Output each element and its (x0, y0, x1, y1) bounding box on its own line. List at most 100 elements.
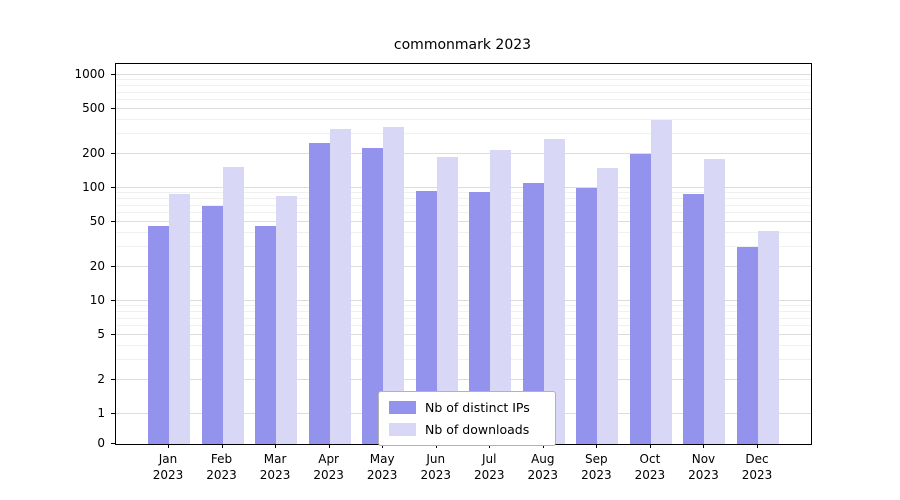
minor-gridline (116, 133, 811, 135)
bar-distinct-ips (576, 188, 598, 444)
x-tick-label: Sep 2023 (581, 452, 612, 482)
x-tick-mark (221, 444, 223, 448)
legend: Nb of distinct IPs Nb of downloads (378, 391, 556, 446)
legend-item-distinct-ips: Nb of distinct IPs (389, 400, 545, 415)
x-tick-label: Jan 2023 (152, 452, 184, 482)
bar-distinct-ips (522, 183, 544, 444)
minor-gridline (116, 192, 811, 194)
bar-downloads (543, 139, 565, 444)
bar-distinct-ips (469, 192, 491, 444)
major-gridline (116, 108, 811, 110)
x-tick-mark (489, 444, 491, 448)
bar-distinct-ips (148, 226, 169, 444)
x-tick-mark (275, 444, 277, 448)
minor-gridline (116, 118, 811, 120)
y-tick-label: 5 (97, 327, 105, 342)
minor-gridline (116, 325, 811, 327)
minor-gridline (116, 99, 811, 101)
y-tick-mark (111, 74, 115, 75)
bar-downloads (436, 156, 458, 444)
y-tick-mark (111, 265, 115, 267)
bar-downloads (169, 194, 190, 444)
bar-downloads (329, 129, 351, 444)
legend-label-downloads: Nb of downloads (425, 422, 530, 437)
x-tick-label: Mar 2023 (259, 452, 291, 482)
bar-distinct-ips (415, 190, 437, 444)
minor-gridline (116, 305, 811, 307)
x-tick-label: Feb 2023 (206, 452, 237, 482)
minor-gridline (116, 246, 811, 248)
y-tick-mark (111, 108, 115, 110)
bar-downloads (383, 126, 405, 444)
chart-title: commonmark 2023 (393, 37, 532, 53)
x-tick-label: Oct 2023 (634, 452, 666, 482)
y-tick-label: 0 (97, 436, 105, 450)
bar-distinct-ips (255, 226, 277, 444)
minor-gridline (116, 310, 811, 312)
x-tick-label: Dec 2023 (741, 452, 773, 482)
y-tick-label: 50 (89, 214, 105, 229)
y-tick-mark (111, 221, 115, 223)
x-tick-label: Aug 2023 (527, 452, 559, 482)
x-tick-mark (382, 444, 384, 448)
major-gridline (116, 152, 811, 154)
bar-downloads (490, 150, 512, 444)
x-tick-mark (757, 444, 758, 448)
major-gridline (116, 74, 811, 75)
x-tick-mark (649, 444, 651, 448)
minor-gridline (116, 84, 811, 86)
y-tick-mark (111, 152, 115, 154)
x-tick-mark (168, 444, 169, 448)
bar-downloads (704, 159, 726, 444)
major-gridline (116, 187, 811, 188)
legend-swatch-downloads (389, 423, 416, 436)
minor-gridline (116, 317, 811, 319)
bar-distinct-ips (362, 148, 384, 444)
legend-item-downloads: Nb of downloads (389, 422, 545, 437)
y-tick-mark (111, 443, 115, 444)
minor-gridline (116, 204, 811, 206)
y-tick-label: 10 (89, 293, 105, 307)
y-tick-label: 2 (97, 371, 105, 386)
y-tick-mark (111, 187, 115, 188)
x-tick-mark (435, 444, 437, 448)
x-tick-mark (542, 444, 544, 448)
y-tick-mark (111, 378, 115, 380)
legend-swatch-distinct-ips (389, 401, 416, 414)
y-tick-label: 100 (82, 180, 105, 194)
minor-gridline (116, 212, 811, 214)
bar-downloads (650, 119, 672, 444)
x-tick-label: Apr 2023 (313, 452, 344, 482)
y-tick-label: 500 (82, 101, 105, 116)
legend-label-distinct-ips: Nb of distinct IPs (425, 400, 530, 415)
x-tick-label: Jul 2023 (473, 452, 505, 482)
x-tick-label: May 2023 (366, 452, 398, 482)
minor-gridline (116, 91, 811, 93)
major-gridline (116, 300, 811, 301)
minor-gridline (116, 197, 811, 199)
bar-downloads (276, 195, 298, 444)
major-gridline (116, 265, 811, 267)
plot-area: Nb of distinct IPs Nb of downloads (115, 63, 812, 446)
x-tick-mark (328, 444, 330, 448)
x-tick-label: Jun 2023 (420, 452, 451, 482)
major-gridline (116, 221, 811, 223)
x-tick-label: Nov 2023 (688, 452, 719, 482)
bar-downloads (597, 168, 619, 444)
x-tick-mark (596, 444, 598, 448)
minor-gridline (116, 359, 811, 361)
bar-distinct-ips (201, 205, 223, 444)
y-tick-label: 200 (82, 145, 105, 160)
y-tick-mark (111, 300, 115, 301)
bar-downloads (222, 166, 244, 444)
bar-distinct-ips (737, 247, 758, 444)
y-tick-mark (111, 413, 115, 414)
bar-downloads (758, 230, 779, 444)
y-tick-label: 20 (89, 258, 105, 273)
major-gridline (116, 378, 811, 380)
y-tick-mark (111, 334, 115, 336)
x-tick-mark (703, 444, 705, 448)
bar-distinct-ips (683, 194, 705, 444)
bar-distinct-ips (629, 153, 651, 444)
